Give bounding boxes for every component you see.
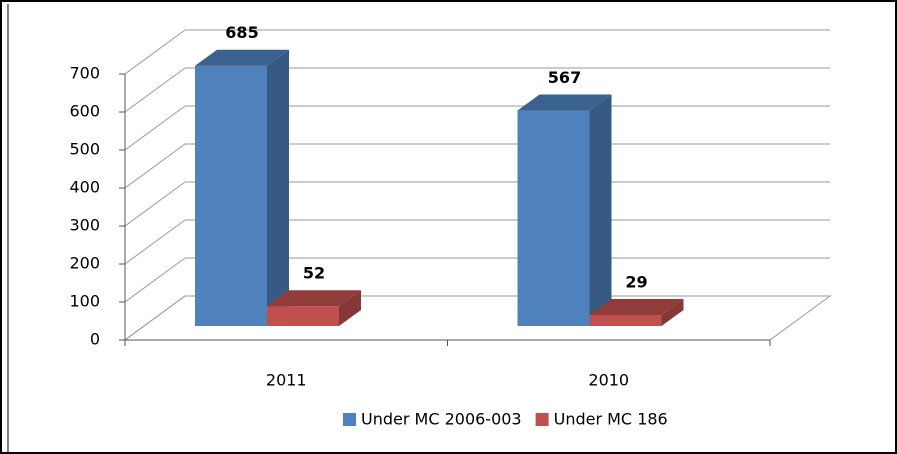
y-tick-label: 200 [69,254,100,273]
legend-label: Under MC 186 [554,410,668,429]
legend-swatch [343,413,356,426]
grid-line [124,219,186,265]
grid-line [124,67,186,113]
bar-side [339,290,361,326]
bar-top [195,49,289,66]
bar-top [267,290,361,307]
y-tick-label: 500 [69,140,100,159]
bar [589,314,662,326]
data-label: 685 [225,23,258,42]
data-label: 29 [625,272,647,291]
y-tick-label: 100 [69,292,100,311]
bar [267,306,339,326]
y-tick-label: 400 [69,178,100,197]
bar [195,65,267,326]
grid-line [124,143,186,189]
y-tick-label: 0 [90,330,100,349]
bar [517,110,590,326]
data-label: 567 [548,68,581,87]
grid-line [124,29,186,75]
x-tick-label: 2010 [588,371,629,390]
bar-side [589,94,612,326]
x-tick-label: 2011 [266,371,307,390]
bar-top [589,298,684,315]
y-tick-label: 600 [69,102,100,121]
bar-side [661,298,684,326]
y-tick-label: 700 [69,64,100,83]
grid-line [124,181,186,227]
grid-line [124,295,186,341]
grid-line [124,257,186,303]
bar-top [517,94,612,111]
legend-label: Under MC 2006-003 [361,410,522,429]
y-tick-label: 300 [69,216,100,235]
data-label: 52 [303,264,325,283]
legend-swatch [535,413,549,426]
grid-line [124,105,186,151]
bar-side [267,49,289,326]
